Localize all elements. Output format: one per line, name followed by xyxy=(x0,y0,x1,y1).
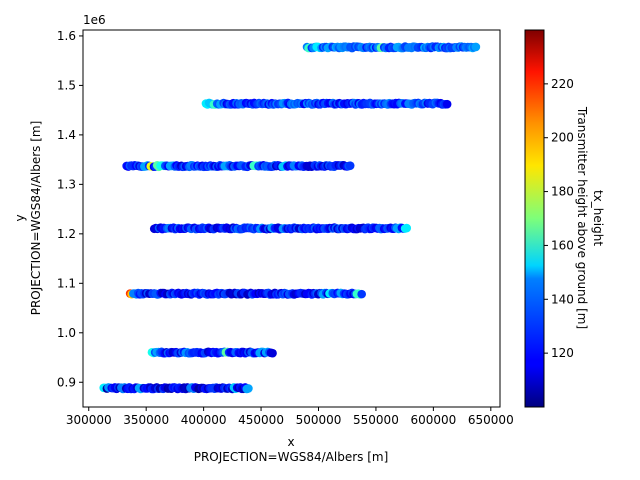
colorbar-tick-label: 120 xyxy=(551,346,574,360)
y-tick-label: 1.6 xyxy=(57,29,76,43)
colorbar-tick-label: 200 xyxy=(551,131,574,145)
scatter-point xyxy=(345,161,355,170)
scatter-point xyxy=(244,384,253,393)
y-axis-label: y xyxy=(13,214,27,221)
scatter-point xyxy=(357,289,366,299)
y-tick-label: 1.4 xyxy=(57,128,76,142)
colorbar xyxy=(524,29,545,408)
y-axis-ticks: 0.9 1.0 1.1 1.2 1.3 1.4 1.5 1.6 xyxy=(57,29,83,389)
data-points xyxy=(99,42,481,394)
x-axis-unit-label: PROJECTION=WGS84/Albers [m] xyxy=(194,450,389,464)
colorbar-unit-label: Transmitter height above ground [m] xyxy=(575,106,589,329)
colorbar-tick-label: 180 xyxy=(551,185,574,199)
scatter-point xyxy=(442,99,452,109)
scatter-point xyxy=(268,348,277,358)
y-tick-label: 1.5 xyxy=(57,78,76,92)
colorbar-ticks: 120 140 160 180 200 220 xyxy=(544,77,574,360)
colorbar-label: tx_height xyxy=(591,190,605,246)
scatter-point xyxy=(402,223,412,233)
x-tick-label: 300000 xyxy=(66,413,112,427)
colorbar-tick-label: 140 xyxy=(551,292,574,306)
x-tick-label: 600000 xyxy=(410,413,456,427)
x-tick-label: 550000 xyxy=(353,413,399,427)
y-tick-label: 1.3 xyxy=(57,177,76,191)
x-tick-label: 400000 xyxy=(181,413,227,427)
y-tick-label: 0.9 xyxy=(57,375,76,389)
y-tick-label: 1.1 xyxy=(57,276,76,290)
colorbar-tick-label: 220 xyxy=(551,77,574,91)
y-tick-label: 1.2 xyxy=(57,227,76,241)
x-tick-label: 350000 xyxy=(123,413,169,427)
x-axis-label: x xyxy=(287,435,294,449)
colorbar-tick-label: 160 xyxy=(551,238,574,252)
x-axis-ticks: 300000 350000 400000 450000 500000 550000 6000… xyxy=(66,407,514,427)
x-tick-label: 450000 xyxy=(238,413,284,427)
y-tick-label: 1.0 xyxy=(57,326,76,340)
x-tick-label: 500000 xyxy=(296,413,342,427)
x-tick-label: 650000 xyxy=(468,413,514,427)
plot-frame xyxy=(82,29,501,408)
y-offset-text: 1e6 xyxy=(83,13,106,27)
scatter-point xyxy=(471,42,481,52)
y-axis-unit-label: PROJECTION=WGS84/Albers [m] xyxy=(29,121,43,316)
